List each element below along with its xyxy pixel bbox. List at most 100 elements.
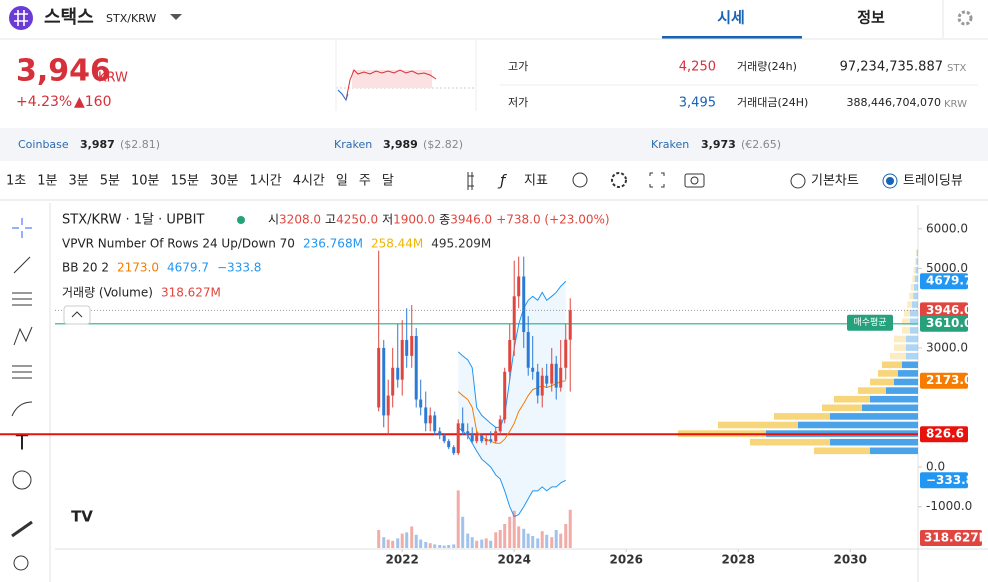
- interval[interactable]: 1시간: [249, 174, 281, 189]
- tab-active[interactable]: 시세: [717, 9, 745, 27]
- alert-icon[interactable]: [572, 172, 588, 188]
- fullscreen-icon[interactable]: [649, 172, 665, 188]
- settings-icon[interactable]: [957, 10, 973, 26]
- volume-bar: [536, 538, 540, 548]
- vpvr-up: [870, 395, 918, 403]
- bb-band: [458, 281, 566, 517]
- legend-value: 236.768M: [303, 237, 363, 251]
- text-tool[interactable]: T: [15, 431, 29, 455]
- ruler-tool[interactable]: [11, 520, 33, 538]
- volume-bar: [503, 524, 507, 548]
- fx-icon[interactable]: ƒ: [497, 172, 507, 190]
- volume-bar: [382, 537, 386, 548]
- interval[interactable]: 1분: [37, 174, 57, 189]
- price-badge-label: 4679.7: [926, 274, 972, 288]
- candle-body: [494, 431, 498, 442]
- candle-body: [545, 375, 549, 384]
- candle-body: [498, 419, 502, 432]
- candle-body: [522, 276, 526, 333]
- interval[interactable]: 10분: [131, 174, 160, 189]
- avg-label: 매수평균: [853, 317, 886, 328]
- stat-unit: KRW: [944, 99, 967, 110]
- candle-body: [386, 395, 390, 416]
- interval[interactable]: 15분: [170, 174, 199, 189]
- indicator[interactable]: 지표: [524, 174, 548, 189]
- exchange-name: Kraken: [651, 138, 689, 151]
- vpvr-up: [910, 318, 918, 326]
- radio[interactable]: [790, 173, 806, 189]
- volume-bar: [470, 537, 474, 548]
- crosshair-tool[interactable]: [12, 218, 32, 238]
- interval[interactable]: 일: [336, 174, 348, 189]
- radio-selected[interactable]: [882, 173, 898, 189]
- stat-value: 388,446,704,070: [847, 96, 941, 109]
- candle-body: [559, 367, 563, 388]
- candle-body: [382, 347, 386, 416]
- volume-bar: [545, 534, 549, 548]
- volume-bar: [540, 531, 544, 548]
- camera-icon[interactable]: [684, 173, 705, 188]
- volume-bar: [475, 540, 479, 548]
- sparkline-frame: [335, 40, 477, 111]
- pattern-tool[interactable]: [13, 326, 33, 346]
- price-badge-label: 826.6: [926, 427, 964, 441]
- vpvr-down: [915, 258, 917, 265]
- vpvr-up: [916, 249, 918, 257]
- brush-tool[interactable]: [11, 401, 33, 417]
- interval[interactable]: 3분: [68, 174, 88, 189]
- vpvr-down: [822, 404, 862, 412]
- bb-line: [457, 426, 566, 518]
- candle-body: [461, 423, 465, 432]
- exchange-name: Kraken: [334, 138, 372, 151]
- vpvr-down: [870, 378, 894, 386]
- interval[interactable]: 주: [359, 174, 371, 189]
- candle-icon[interactable]: [467, 172, 474, 190]
- y-tick-label: 0.0: [926, 460, 945, 474]
- chart-type[interactable]: 기본차트: [811, 174, 859, 189]
- tab[interactable]: 정보: [857, 9, 885, 27]
- interval[interactable]: 4시간: [293, 174, 325, 189]
- dropdown[interactable]: [170, 14, 182, 20]
- emoji-tool[interactable]: [12, 470, 32, 490]
- candle-body: [484, 439, 488, 442]
- interval[interactable]: 1초: [6, 174, 26, 189]
- price-badge: [920, 426, 968, 443]
- volume-bar: [400, 533, 404, 548]
- volume-bar: [480, 539, 484, 548]
- candle-body: [475, 435, 479, 442]
- vpvr-down: [902, 318, 910, 326]
- ohlc-label: 저: [382, 213, 393, 227]
- vpvr-up: [830, 413, 918, 420]
- zoom-tool[interactable]: [13, 555, 29, 571]
- line-tool[interactable]: [13, 256, 31, 274]
- interval[interactable]: 5분: [100, 174, 120, 189]
- volume-bar: [508, 516, 512, 548]
- settings-icon[interactable]: [611, 172, 627, 188]
- ohlc-value: 3946.0: [450, 213, 492, 227]
- chart-type[interactable]: 트레이딩뷰: [903, 174, 963, 189]
- fib-tool[interactable]: [12, 292, 32, 306]
- vpvr-down: [909, 292, 914, 300]
- y-tick-label: 5000.0: [926, 261, 968, 275]
- exchange-bar: [0, 128, 988, 161]
- interval[interactable]: 달: [382, 174, 394, 189]
- drawing-tools: [11, 218, 33, 571]
- vpvr-down: [834, 395, 870, 403]
- prediction-tool[interactable]: [12, 365, 32, 379]
- stat-value: 4,250: [679, 60, 716, 75]
- price-badge: [920, 273, 968, 290]
- tab-underline: [662, 36, 802, 39]
- collapse-button[interactable]: [63, 305, 91, 325]
- chart-title: STX/KRW · 1달 · UPBIT: [62, 213, 204, 228]
- volume-bar: [522, 528, 526, 548]
- candle-body: [405, 339, 409, 356]
- price-badge: [920, 302, 968, 319]
- interval[interactable]: 30분: [210, 174, 239, 189]
- vpvr-down: [890, 352, 906, 360]
- volume-bar: [377, 530, 381, 548]
- exchange-name: Coinbase: [18, 138, 69, 151]
- candle-body: [503, 371, 507, 420]
- candle-body: [447, 441, 451, 448]
- candle-body: [470, 433, 474, 442]
- candle-body: [410, 336, 414, 356]
